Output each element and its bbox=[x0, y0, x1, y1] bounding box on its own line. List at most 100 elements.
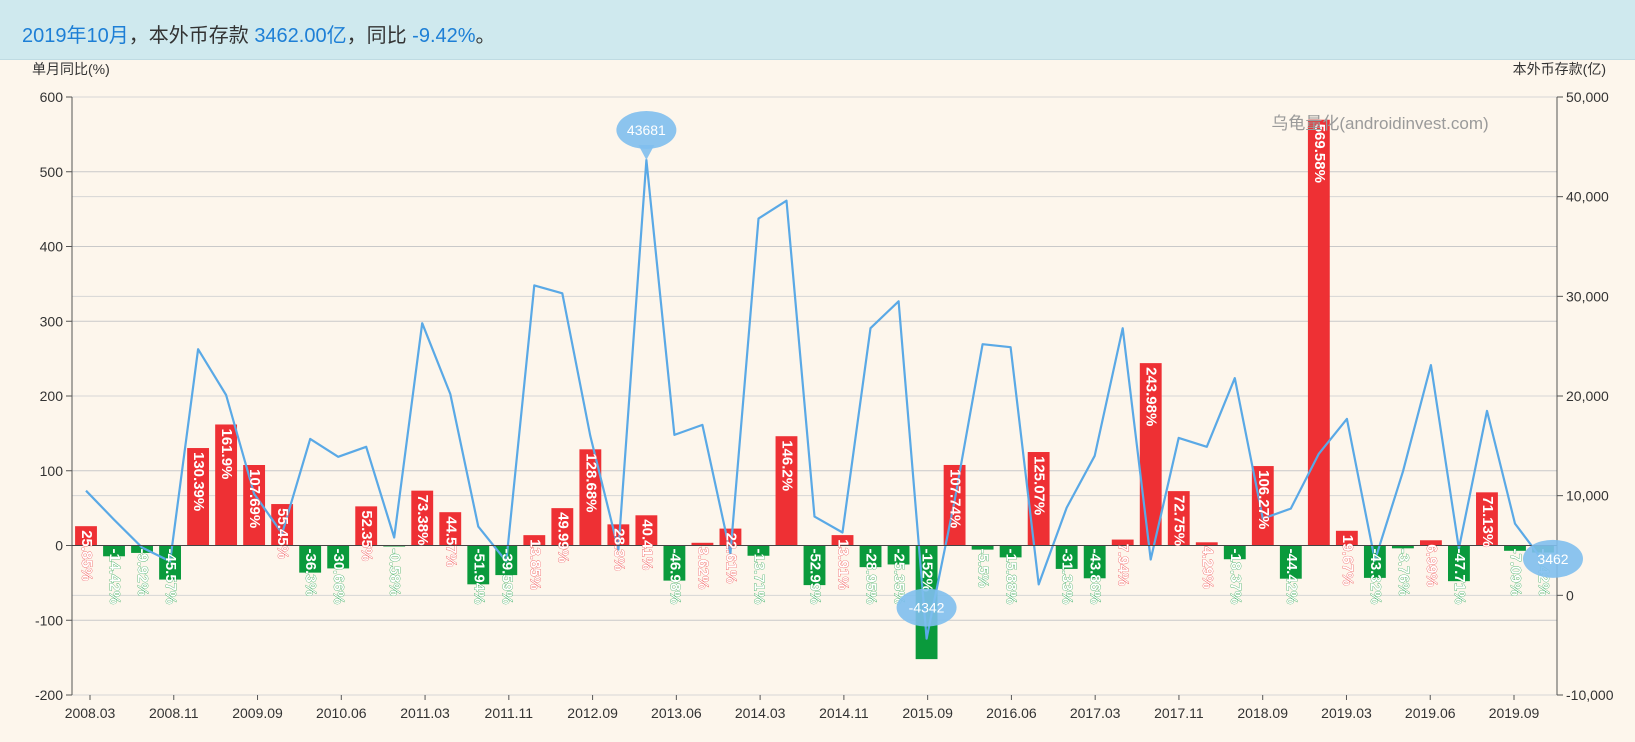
bar-value-label: 130.39% bbox=[190, 452, 207, 511]
bar-value-label: -9.92% bbox=[134, 549, 151, 597]
marker-label: 3462 bbox=[1537, 551, 1568, 567]
bar bbox=[747, 545, 770, 556]
x-tick-label: 2014.11 bbox=[819, 705, 869, 721]
bar-value-label: -28.95% bbox=[863, 549, 880, 605]
bar bbox=[1391, 545, 1414, 549]
bar-value-label: -14.42% bbox=[106, 549, 123, 605]
bar-value-label: -36.3% bbox=[302, 549, 319, 597]
bar bbox=[439, 512, 462, 546]
summary-date: 2019年10月 bbox=[22, 25, 129, 47]
left-tick-label: -100 bbox=[35, 612, 63, 628]
bar bbox=[551, 508, 574, 546]
left-tick-label: 400 bbox=[40, 239, 64, 255]
bar-value-label: -13.71% bbox=[751, 549, 768, 605]
bar bbox=[1083, 545, 1106, 579]
bar bbox=[523, 535, 546, 546]
x-tick-label: 2017.03 bbox=[1070, 705, 1121, 721]
bar-value-label: -3.76% bbox=[1395, 549, 1412, 597]
bar bbox=[859, 545, 882, 568]
bar-value-label: 6.99% bbox=[1423, 544, 1440, 587]
x-tick-label: 2019.03 bbox=[1321, 705, 1372, 721]
bar-value-label: 22.61% bbox=[722, 533, 739, 584]
marker-pointer bbox=[638, 144, 655, 160]
bar bbox=[75, 526, 97, 546]
bar bbox=[299, 545, 322, 573]
x-tick-label: 2014.03 bbox=[735, 705, 786, 721]
x-tick-label: 2012.09 bbox=[567, 705, 618, 721]
bar-value-label: 44.57% bbox=[442, 516, 459, 567]
bar bbox=[831, 535, 854, 546]
grid bbox=[72, 96, 1557, 696]
marker-label: 43681 bbox=[627, 122, 666, 138]
bar bbox=[1223, 545, 1246, 560]
x-tick-label: 2010.06 bbox=[316, 705, 367, 721]
left-tick-label: 200 bbox=[40, 388, 64, 404]
summary-text: 2019年10月，本外币存款 3462.00亿，同比 -9.42%。 bbox=[22, 19, 496, 48]
bar-value-label: 40.41% bbox=[638, 519, 655, 570]
watermark: 乌龟量化(androidinvest.com) bbox=[1271, 114, 1488, 133]
bar-value-label: 3.62% bbox=[694, 547, 711, 590]
bar bbox=[1055, 545, 1078, 569]
bar-value-label: 146.2% bbox=[779, 440, 796, 491]
left-tick-label: 500 bbox=[40, 164, 64, 180]
right-tick-label: 0 bbox=[1566, 587, 1574, 603]
bar-value-label: -45.57% bbox=[162, 549, 179, 605]
bar-value-label: -52.99% bbox=[807, 549, 824, 605]
x-tick-label: 2011.11 bbox=[485, 705, 534, 721]
bar-value-label: 52.35% bbox=[358, 510, 375, 561]
x-tick-label: 2008.03 bbox=[65, 705, 116, 721]
bar-value-label: 128.68% bbox=[582, 453, 599, 512]
bar-value-label: -15.88% bbox=[1003, 549, 1020, 605]
summary-end: 。 bbox=[475, 25, 496, 47]
right-tick-label: 10,000 bbox=[1566, 488, 1609, 504]
bar bbox=[999, 545, 1022, 558]
right-tick-label: 50,000 bbox=[1566, 89, 1609, 105]
right-tick-label: 20,000 bbox=[1566, 388, 1609, 404]
x-tick-label: 2009.09 bbox=[232, 705, 283, 721]
left-tick-label: 300 bbox=[40, 313, 64, 329]
markers: 43681 -4342 3462 bbox=[616, 110, 1583, 627]
bar bbox=[1139, 363, 1162, 546]
x-tick-label: 2017.11 bbox=[1154, 705, 1204, 721]
x-tick-label: 2015.09 bbox=[902, 705, 953, 721]
bar bbox=[131, 545, 153, 553]
bar-value-label: -46.98% bbox=[666, 549, 683, 605]
bar bbox=[467, 545, 490, 585]
bar bbox=[243, 465, 266, 546]
bar-value-label: -18.37% bbox=[1227, 549, 1244, 605]
bar-value-label: -0.58% bbox=[386, 549, 403, 597]
bar bbox=[1504, 545, 1526, 551]
left-tick-label: -200 bbox=[35, 687, 63, 703]
bar-value-label: -152% bbox=[919, 549, 936, 592]
bar bbox=[971, 545, 994, 550]
bar-value-label: -43.32% bbox=[1367, 549, 1384, 605]
bar bbox=[187, 448, 210, 546]
bar-labels: 25.85% -14.42% -9.92% -45.57% 130.39% 161.9% 1… bbox=[78, 123, 1553, 605]
bar bbox=[1195, 542, 1218, 546]
left-tick-label: 100 bbox=[40, 463, 64, 479]
x-tick-label: 2018.09 bbox=[1237, 705, 1288, 721]
bar bbox=[635, 515, 658, 546]
bar bbox=[887, 545, 910, 565]
bar-value-label: 13.91% bbox=[835, 539, 852, 590]
bar-value-label: 4.29% bbox=[1199, 546, 1216, 589]
bar-value-label: 107.74% bbox=[947, 469, 964, 528]
bar bbox=[1279, 545, 1302, 579]
bar bbox=[103, 545, 125, 557]
bar bbox=[1167, 491, 1190, 546]
bar bbox=[411, 490, 434, 546]
bar-value-label: -44.42% bbox=[1283, 549, 1300, 605]
bar bbox=[775, 436, 798, 546]
bar-value-label: -25.35% bbox=[891, 549, 908, 605]
bar bbox=[1476, 492, 1498, 546]
bar-value-label: -30.66% bbox=[330, 549, 347, 605]
axes: -200 -100 0 100 200 300 400 500 600 -10,000 0 10,00… bbox=[35, 89, 1614, 721]
left-tick-label: 0 bbox=[55, 538, 63, 554]
bar-value-label: 55.45% bbox=[274, 508, 291, 559]
bar bbox=[215, 424, 238, 546]
summary-sep: ， bbox=[128, 25, 149, 47]
bar-value-label: -51.94% bbox=[470, 549, 487, 605]
marker-label: -4342 bbox=[909, 600, 945, 616]
bar bbox=[1419, 540, 1442, 546]
right-tick-label: 40,000 bbox=[1566, 189, 1609, 205]
